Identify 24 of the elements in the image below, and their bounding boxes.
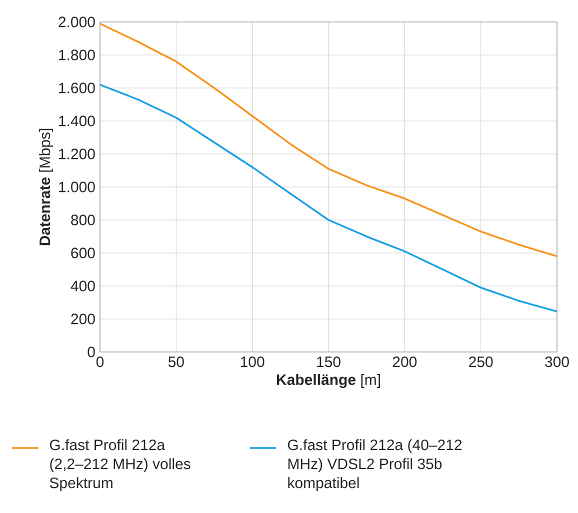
y-tick-label: 1.800 bbox=[59, 50, 95, 60]
y-tick-label: 1.600 bbox=[59, 82, 95, 94]
x-tick-label: 100 bbox=[240, 356, 264, 368]
y-tick-label: 200 bbox=[71, 314, 95, 324]
y-tick-label: 1.400 bbox=[59, 116, 95, 126]
x-axis-title: Kabellänge [m] bbox=[276, 374, 380, 388]
line-series bbox=[100, 22, 558, 258]
y-axis-title: Datenrate [Mbps] bbox=[39, 128, 54, 246]
legend-label: G.fast Profil 212a (40–212 MHz) VDSL2 Profil 35b kompatibel bbox=[288, 439, 462, 492]
x-tick-label: 0 bbox=[96, 356, 104, 368]
y-tick-label: 600 bbox=[71, 248, 95, 258]
legend-label: G.fast Profil 212a (2,2–212 MHz) volles Spektrum bbox=[50, 439, 190, 492]
x-tick-label: 200 bbox=[392, 356, 417, 368]
y-tick-label: 400 bbox=[70, 280, 95, 292]
y-tick-label: 1.000 bbox=[59, 182, 95, 192]
x-tick-label: 250 bbox=[469, 356, 493, 368]
y-tick-label: 0 bbox=[88, 346, 95, 358]
x-tick-label: 300 bbox=[545, 356, 569, 368]
y-tick-label: 1.200 bbox=[59, 148, 95, 160]
line-series bbox=[100, 84, 558, 312]
y-tick-label: 2.000 bbox=[58, 16, 95, 28]
x-tick-label: 50 bbox=[168, 356, 184, 368]
x-tick-label: 150 bbox=[317, 356, 340, 368]
y-tick-label: 800 bbox=[71, 214, 95, 226]
